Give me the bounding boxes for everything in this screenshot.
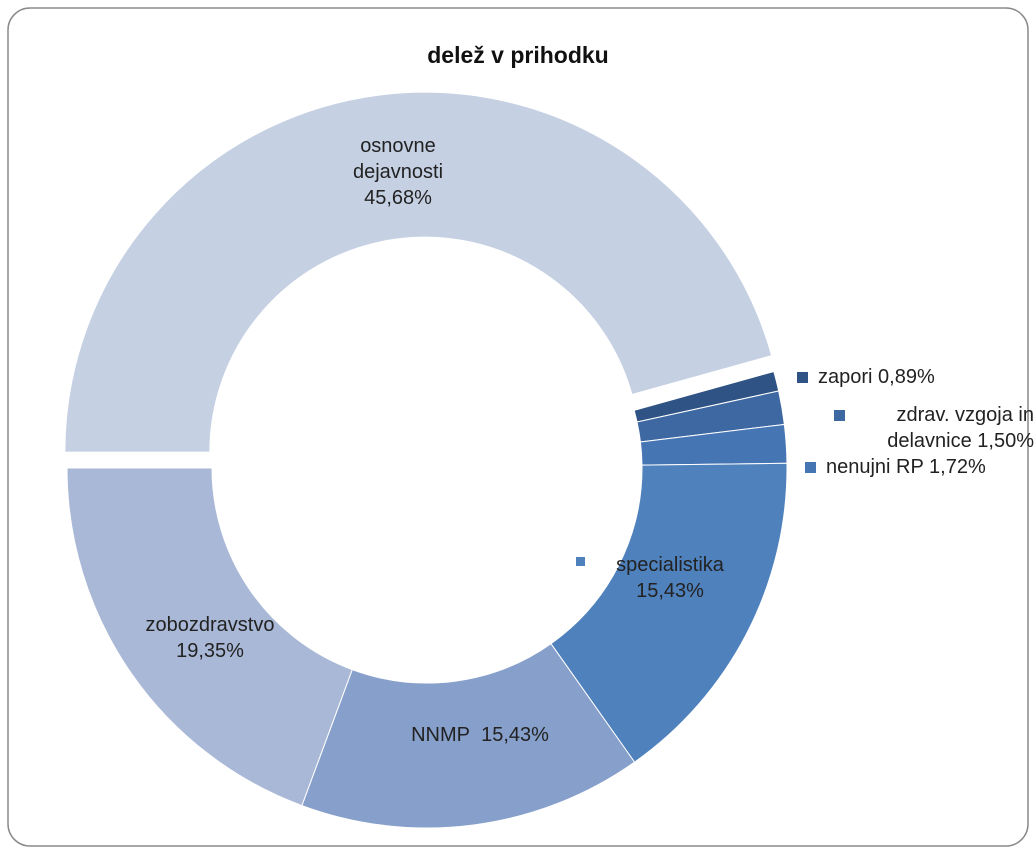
slice-label: zdrav. vzgoja in delavnice 1,50%	[834, 402, 1034, 454]
donut-slice	[550, 462, 788, 763]
slice-label: nenujni RP 1,72%	[805, 454, 986, 480]
label-value: 19,35%	[176, 640, 244, 662]
slice-label: osnovne dejavnosti 45,68%	[318, 133, 478, 211]
label-value: 0,89%	[878, 366, 935, 388]
donut-slice	[64, 91, 773, 453]
label-name: specialistika	[616, 554, 724, 576]
slice-label: specialistika 15,43%	[590, 552, 750, 604]
legend-swatch	[797, 372, 808, 383]
donut-slice	[301, 642, 636, 829]
chart-title: delež v prihodku	[427, 42, 609, 68]
slice-label: zapori 0,89%	[797, 364, 935, 390]
label-marker	[576, 557, 585, 566]
label-name: NNMP	[411, 724, 470, 746]
legend-swatch	[834, 410, 845, 421]
label-name: zapori	[818, 366, 873, 388]
label-value: 15,43%	[481, 724, 549, 746]
label-value: 1,50%	[977, 430, 1034, 452]
donut-slice	[66, 467, 353, 807]
slice-label: NNMP 15,43%	[360, 722, 600, 748]
label-value: 1,72%	[929, 456, 986, 478]
label-name: zobozdravstvo	[145, 614, 275, 636]
label-name: nenujni RP	[826, 456, 924, 478]
label-name: osnovne dejavnosti	[352, 135, 444, 183]
legend-swatch	[805, 462, 816, 473]
label-value: 15,43%	[636, 580, 704, 602]
slice-label: zobozdravstvo 19,35%	[110, 612, 310, 664]
label-name: zdrav. vzgoja in delavnice	[887, 404, 1034, 452]
label-value: 45,68%	[364, 187, 432, 209]
